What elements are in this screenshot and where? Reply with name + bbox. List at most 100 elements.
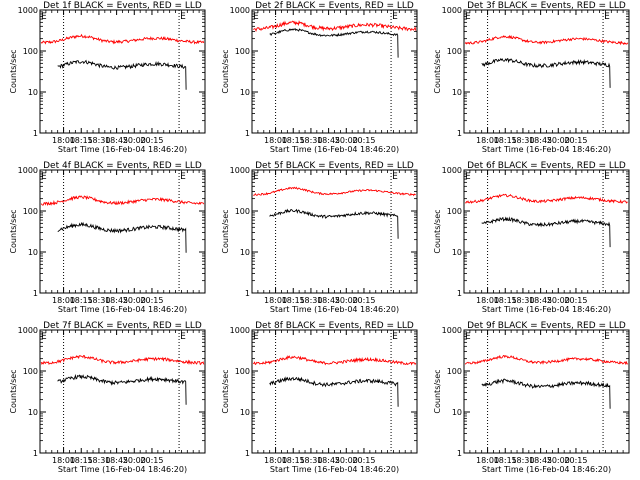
x-axis-label: Start Time (16-Feb-04 18:46:20) xyxy=(58,465,187,474)
y-axis-label: Counts/sec xyxy=(221,369,230,413)
x-tick-label: 18:30 xyxy=(299,296,322,305)
x-tick-label: 20:15 xyxy=(564,456,587,465)
marker-label-left: E xyxy=(465,172,471,182)
marker-label-left: E xyxy=(465,12,471,22)
marker-label-left: E xyxy=(41,12,47,22)
x-tick-label: 20:15 xyxy=(564,296,587,305)
y-tick-label: 1 xyxy=(245,449,250,458)
y-tick-label: 1000 xyxy=(18,326,38,335)
x-tick-label: 18:00 xyxy=(52,296,75,305)
y-tick-label: 100 xyxy=(235,207,250,216)
y-tick-label: 1000 xyxy=(442,166,462,175)
series-events-line xyxy=(57,59,187,90)
marker-label-right: E xyxy=(392,12,398,22)
x-tick-label: 20:00 xyxy=(547,456,570,465)
x-tick-label: 18:00 xyxy=(52,136,75,145)
series-lld-line xyxy=(253,186,416,197)
y-axis-label: Counts/sec xyxy=(9,49,18,93)
x-tick-label: 18:00 xyxy=(264,136,287,145)
y-tick-label: 100 xyxy=(235,367,250,376)
x-axis-label: Start Time (16-Feb-04 18:46:20) xyxy=(482,465,611,474)
x-tick-label: 18:15 xyxy=(494,136,517,145)
x-tick-label: 20:15 xyxy=(352,136,375,145)
x-tick-label: 20:00 xyxy=(547,296,570,305)
x-tick-label: 18:30 xyxy=(511,136,534,145)
y-tick-label: 10 xyxy=(452,408,462,417)
x-tick-label: 20:00 xyxy=(123,456,146,465)
x-tick-label: 18:00 xyxy=(476,296,499,305)
x-tick-label: 18:15 xyxy=(70,296,93,305)
y-tick-label: 10 xyxy=(452,88,462,97)
y-tick-label: 1 xyxy=(33,289,38,298)
x-tick-label: 20:15 xyxy=(140,296,163,305)
series-lld-line xyxy=(40,195,205,207)
panel-title: Det 8f BLACK = Events, RED = LLD xyxy=(255,321,414,331)
y-tick-label: 100 xyxy=(447,367,462,376)
x-tick-label: 20:00 xyxy=(123,296,146,305)
plot-frame xyxy=(463,169,630,294)
x-tick-label: 18:45 xyxy=(105,456,128,465)
y-tick-label: 100 xyxy=(447,47,462,56)
marker-label-right: E xyxy=(392,172,398,182)
y-tick-label: 100 xyxy=(235,47,250,56)
marker-label-left: E xyxy=(41,172,47,182)
series-events-line xyxy=(269,376,399,407)
marker-label-right: E xyxy=(604,332,610,342)
panel-title: Det 5f BLACK = Events, RED = LLD xyxy=(255,161,414,171)
y-axis-label: Counts/sec xyxy=(221,49,230,93)
plot-frame xyxy=(39,329,206,454)
x-tick-label: 18:00 xyxy=(52,456,75,465)
x-tick-label: 18:00 xyxy=(476,136,499,145)
plot-frame xyxy=(39,169,206,294)
x-axis-label: Start Time (16-Feb-04 18:46:20) xyxy=(270,465,399,474)
x-tick-label: 18:45 xyxy=(317,456,340,465)
panel-title: Det 6f BLACK = Events, RED = LLD xyxy=(467,161,626,171)
marker-label-right: E xyxy=(180,12,186,22)
x-tick-label: 20:15 xyxy=(352,456,375,465)
x-tick-label: 18:45 xyxy=(529,456,552,465)
x-tick-label: 20:00 xyxy=(547,136,570,145)
panel-title: Det 4f BLACK = Events, RED = LLD xyxy=(43,161,202,171)
x-axis-label: Start Time (16-Feb-04 18:46:20) xyxy=(482,305,611,314)
plot-frame xyxy=(463,329,630,454)
x-tick-label: 18:30 xyxy=(87,456,110,465)
panel-title: Det 2f BLACK = Events, RED = LLD xyxy=(255,1,414,11)
plot-frame xyxy=(39,9,206,134)
y-axis-label: Counts/sec xyxy=(9,369,18,413)
y-tick-label: 10 xyxy=(28,408,38,417)
marker-label-left: E xyxy=(41,332,47,342)
series-events-line xyxy=(269,208,399,239)
x-tick-label: 20:15 xyxy=(140,456,163,465)
x-tick-label: 20:00 xyxy=(335,456,358,465)
plot-frame xyxy=(463,9,630,134)
y-tick-label: 1000 xyxy=(230,6,250,15)
x-tick-label: 18:30 xyxy=(87,296,110,305)
series-events-line xyxy=(481,57,611,88)
series-events-line xyxy=(481,378,611,409)
x-tick-label: 18:00 xyxy=(476,456,499,465)
marker-label-left: E xyxy=(253,332,259,342)
y-tick-label: 10 xyxy=(28,248,38,257)
x-tick-label: 18:15 xyxy=(494,296,517,305)
y-tick-label: 1 xyxy=(245,129,250,138)
marker-label-left: E xyxy=(465,332,471,342)
x-tick-label: 20:00 xyxy=(335,136,358,145)
y-tick-label: 1 xyxy=(457,129,462,138)
marker-label-right: E xyxy=(180,172,186,182)
y-tick-label: 1 xyxy=(33,129,38,138)
y-tick-label: 1 xyxy=(33,449,38,458)
x-tick-label: 18:30 xyxy=(511,296,534,305)
x-tick-label: 18:15 xyxy=(70,136,93,145)
x-axis-label: Start Time (16-Feb-04 18:46:20) xyxy=(58,305,187,314)
y-tick-label: 1 xyxy=(245,289,250,298)
